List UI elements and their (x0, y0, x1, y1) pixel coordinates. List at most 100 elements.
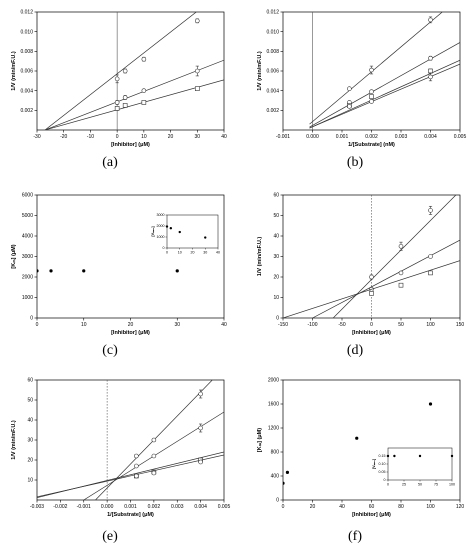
data-point-circle (122, 68, 128, 74)
fit-line (309, 59, 460, 129)
x-tick-label: 0.002 (365, 134, 378, 140)
x-tick-label: 20 (168, 134, 174, 140)
data-point-circle (151, 470, 157, 476)
y-tick-label: 20 (27, 458, 33, 464)
x-tick-label: 50 (398, 322, 404, 328)
y-tick-label: 30 (27, 438, 33, 444)
data-point-circle (369, 274, 374, 280)
data-point-square (141, 100, 147, 105)
series-2 (44, 59, 224, 130)
data-point-circle (198, 425, 203, 431)
x-tick-label: 100 (426, 322, 435, 328)
data-point-circle (151, 453, 157, 459)
data-point-square (369, 291, 374, 296)
x-tick-label: -20 (60, 134, 67, 140)
data-point-circle (114, 100, 120, 105)
y-axis-label: [Kₘ] (μM) (11, 244, 17, 268)
inset-data-point (418, 454, 422, 458)
inset-y-tick-label: 0 (384, 478, 386, 482)
fit-line (44, 59, 224, 130)
fit-line (309, 63, 460, 129)
data-point-circle (141, 56, 147, 62)
data-point-circle (369, 89, 374, 94)
y-tick-label: 40 (273, 234, 279, 240)
y-tick-label: 0.012 (266, 10, 279, 16)
x-tick-label: 0.001 (124, 504, 137, 510)
inset-y-tick-label: 0.05 (379, 470, 386, 474)
x-tick-label: 30 (174, 322, 180, 328)
data-point-circle (398, 243, 404, 249)
inset-x-tick-label: 10 (178, 251, 182, 255)
x-tick-label: 0.003 (395, 134, 408, 140)
inset-y-tick-label: 0.10 (379, 462, 386, 466)
data-point-square (398, 282, 404, 288)
y-axis-label: 1/V (min/mF.U.) (11, 51, 17, 91)
y-tick-label: 0.002 (266, 108, 279, 114)
x-tick-label: 40 (339, 504, 345, 510)
panel-label: (e) (102, 529, 118, 544)
data-point-circle (194, 18, 200, 24)
data-point-circle (428, 74, 433, 80)
data-point-circle (428, 55, 433, 61)
x-tick-label: -30 (33, 134, 40, 140)
panel-label: (c) (102, 343, 118, 358)
plot-area (309, 12, 460, 129)
data-point-circle (428, 17, 433, 23)
data-point-circle (398, 270, 404, 276)
data-point-filled (285, 470, 290, 474)
plot-frame (36, 379, 225, 501)
x-tick-label: -0.002 (53, 504, 67, 510)
data-point-square (428, 68, 433, 74)
series-3 (44, 79, 224, 130)
x-tick-label: 0 (116, 134, 119, 140)
x-tick-label: 40 (221, 134, 227, 140)
plot-area (37, 269, 179, 273)
data-point-circle (134, 463, 139, 469)
plot-frame (36, 194, 225, 319)
series-1 (283, 402, 433, 485)
data-point-filled (283, 481, 285, 485)
inset-y-tick-label: 3000 (157, 213, 165, 217)
inset-x-tick-label: 75 (434, 483, 438, 487)
series-4 (309, 63, 460, 129)
panel-d: -150 -100 -50 0 50 100 150 0 10 20 30 40 50 60 [Inhibi… (257, 193, 464, 358)
y-tick-label: 0.008 (20, 49, 33, 55)
y-tick-label: 5000 (22, 213, 33, 219)
x-tick-label: 10 (81, 322, 87, 328)
series-2 (312, 239, 460, 318)
x-tick-label: -0.001 (77, 504, 91, 510)
inset-x-tick-label: 100 (449, 483, 455, 487)
data-point-circle (122, 95, 128, 100)
y-tick-label: 10 (27, 478, 33, 484)
data-point-circle (347, 86, 352, 91)
y-tick-label: 20 (273, 275, 279, 281)
data-point-circle (194, 68, 200, 74)
y-tick-label: 50 (27, 398, 33, 404)
data-point-circle (134, 473, 139, 479)
inset-x-tick-label: 50 (418, 483, 422, 487)
y-tick-label: 0 (276, 498, 279, 504)
data-point-filled (49, 269, 53, 273)
x-tick-label: -0.003 (30, 504, 44, 510)
y-tick-label: 2000 (22, 275, 33, 281)
data-point-filled (82, 269, 86, 273)
fit-line (283, 260, 460, 318)
plot-area (37, 380, 224, 500)
y-tick-label: 3000 (22, 254, 33, 260)
x-axis-label: [Inhibitor] (μM) (352, 330, 391, 336)
y-axis-label: 1/V (min/mF.U.) (257, 51, 263, 91)
panel-f: 0 20 40 60 80 100 1200400800120016002000[Inhib… (257, 378, 464, 544)
data-point-square (369, 94, 374, 99)
data-point-circle (141, 88, 147, 93)
inset-frame (387, 447, 453, 481)
inset-data-point (204, 236, 207, 239)
series-1 (44, 12, 200, 130)
data-point-filled (175, 269, 179, 273)
plot-area (283, 402, 433, 485)
inset-frame (166, 214, 219, 249)
plot-area (283, 195, 460, 318)
y-tick-label: 0 (276, 316, 279, 322)
y-tick-label: 30 (273, 254, 279, 260)
data-point-circle (198, 391, 203, 397)
x-tick-label: 0.000 (101, 504, 114, 510)
